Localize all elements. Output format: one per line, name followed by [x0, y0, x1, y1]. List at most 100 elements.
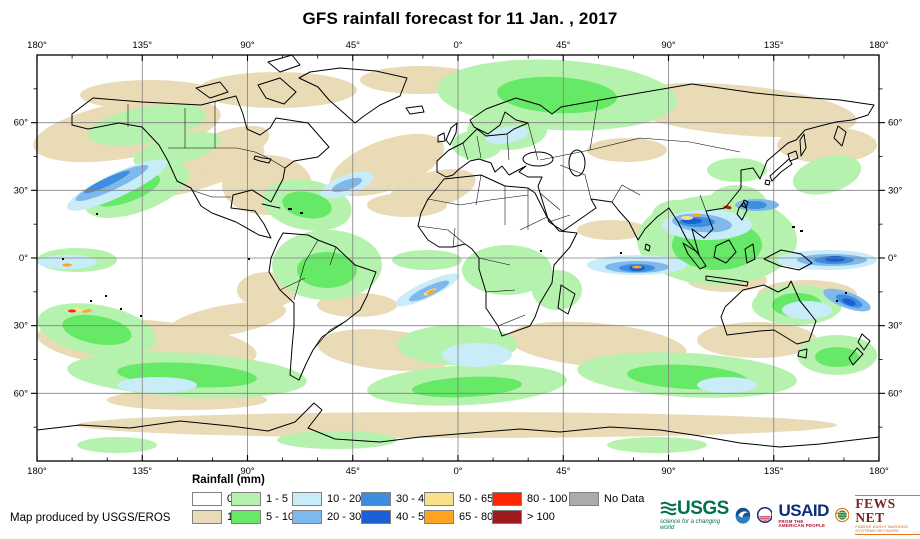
legend-swatch — [361, 492, 391, 506]
rain-blob — [297, 252, 357, 288]
axis-tick-label: 90° — [661, 466, 676, 477]
legend-item: 50 - 65 — [424, 492, 494, 506]
axis-tick-label: 60° — [14, 118, 29, 129]
legend-label: 0 — [227, 493, 233, 505]
legend: Rainfall (mm) 0 1 - 5 10 - 20 30 - 40 50 - 6… — [192, 474, 644, 526]
graticule-grid — [37, 55, 879, 461]
rain-blob — [426, 289, 436, 295]
rain-blob — [37, 255, 97, 269]
partner-logos: USGS science for a changing world USAID … — [660, 495, 920, 535]
great-lakes — [253, 155, 272, 164]
legend-item: 80 - 100 — [492, 492, 569, 506]
rain-blob — [587, 138, 667, 162]
legend-label: > 100 — [527, 511, 555, 523]
legend-label: 20 - 30 — [327, 511, 362, 523]
legend-swatch — [424, 510, 454, 524]
legend-item: No Data — [569, 492, 644, 506]
rain-blob — [174, 125, 270, 175]
greenland — [298, 67, 408, 124]
axis-tick-label: 60° — [14, 388, 29, 399]
axis-tick-label: 135° — [132, 40, 152, 51]
rain-blob — [82, 309, 92, 313]
page-title: GFS rainfall forecast for 11 Jan. , 2017 — [302, 9, 618, 28]
axis-tick-label: 0° — [888, 253, 897, 264]
legend-label: 1 — [227, 511, 233, 523]
rain-blob — [697, 377, 757, 393]
usgs-wave-icon — [660, 501, 677, 516]
borneo — [713, 239, 737, 264]
legend-label: 10 - 20 — [327, 493, 362, 505]
rain-blob — [442, 343, 512, 367]
madagascar — [557, 284, 576, 315]
legend-swatch — [292, 510, 322, 524]
axis-tick-label: 0° — [453, 40, 462, 51]
arctic-islands — [195, 54, 301, 105]
legend-swatch — [424, 492, 454, 506]
axis-tick-label: 90° — [240, 40, 255, 51]
legend-label: 80 - 100 — [527, 493, 568, 505]
legend-label: 30 - 40 — [396, 493, 431, 505]
continent-africa — [417, 174, 578, 337]
legend-item: 1 - 5 — [231, 492, 292, 506]
rain-blob — [331, 177, 363, 193]
tasmania — [797, 348, 808, 359]
sri-lanka — [644, 243, 651, 252]
british-isles — [437, 122, 458, 146]
rain-blob — [462, 245, 552, 295]
small-islands — [62, 208, 847, 317]
legend-item: > 100 — [492, 510, 569, 524]
rain-blob — [80, 80, 220, 110]
usgs-wordmark: USGS — [677, 498, 729, 519]
legend-swatch — [361, 510, 391, 524]
legend-swatch — [192, 510, 222, 524]
rain-blob — [68, 309, 76, 313]
legend-label: 65 - 80 — [459, 511, 494, 523]
legend-label: 40 - 50 — [396, 511, 431, 523]
legend-item: 5 - 10 — [231, 510, 294, 524]
rain-blob — [77, 412, 837, 438]
legend-swatch — [231, 510, 261, 524]
australia — [720, 280, 817, 345]
fewsnet-tagline: FAMINE EARLY WARNING SYSTEMS NETWORK — [855, 524, 909, 533]
axis-tick-label: 135° — [764, 466, 784, 477]
usaid-seal — [756, 506, 773, 524]
legend-row: 1 5 - 10 20 - 30 40 - 50 65 - 80 > 100 — [192, 508, 644, 526]
axis-tick-label: 135° — [764, 40, 784, 51]
rain-blob — [133, 132, 221, 168]
rain-blob — [681, 216, 693, 220]
legend-label: 1 - 5 — [266, 493, 289, 505]
axis-tick-label: 90° — [240, 466, 255, 477]
rain-blob — [282, 191, 332, 219]
rain-blob — [697, 322, 817, 358]
axis-tick-label: 30° — [888, 185, 903, 196]
rain-blob — [707, 158, 767, 182]
legend-label: 50 - 65 — [459, 493, 494, 505]
axis-tick-label: 45° — [556, 466, 571, 477]
axis-tick-label: 90° — [661, 40, 676, 51]
world-map: 180° 180° 135° 135° 90° 90° 45° 45° 0° 0° 45° 45° 90… — [14, 40, 903, 477]
axis-tick-label: 45° — [346, 40, 361, 51]
black-sea — [522, 151, 554, 167]
legend-swatch — [231, 492, 261, 506]
japan — [764, 150, 799, 186]
rain-blob — [632, 265, 642, 269]
rain-blob — [392, 250, 462, 270]
rain-blob — [117, 377, 197, 393]
rain-blob — [825, 256, 845, 262]
rain-blob — [692, 213, 702, 217]
sakhalin — [799, 133, 807, 157]
rain-blob — [607, 437, 707, 453]
legend-item: 0 — [192, 492, 233, 506]
legend-item: 30 - 40 — [361, 492, 430, 506]
noaa-logo — [735, 507, 751, 524]
legend-swatch — [492, 510, 522, 524]
usaid-wordmark: USAID — [778, 500, 829, 520]
rain-blob — [367, 193, 447, 217]
rain-blob — [62, 263, 72, 267]
rain-blob — [842, 298, 856, 306]
rain-blob — [412, 376, 522, 398]
rainfall-layer — [33, 59, 877, 453]
legend-label: No Data — [604, 493, 645, 505]
axis-tick-label: 30° — [888, 321, 903, 332]
legend-swatch — [492, 492, 522, 506]
